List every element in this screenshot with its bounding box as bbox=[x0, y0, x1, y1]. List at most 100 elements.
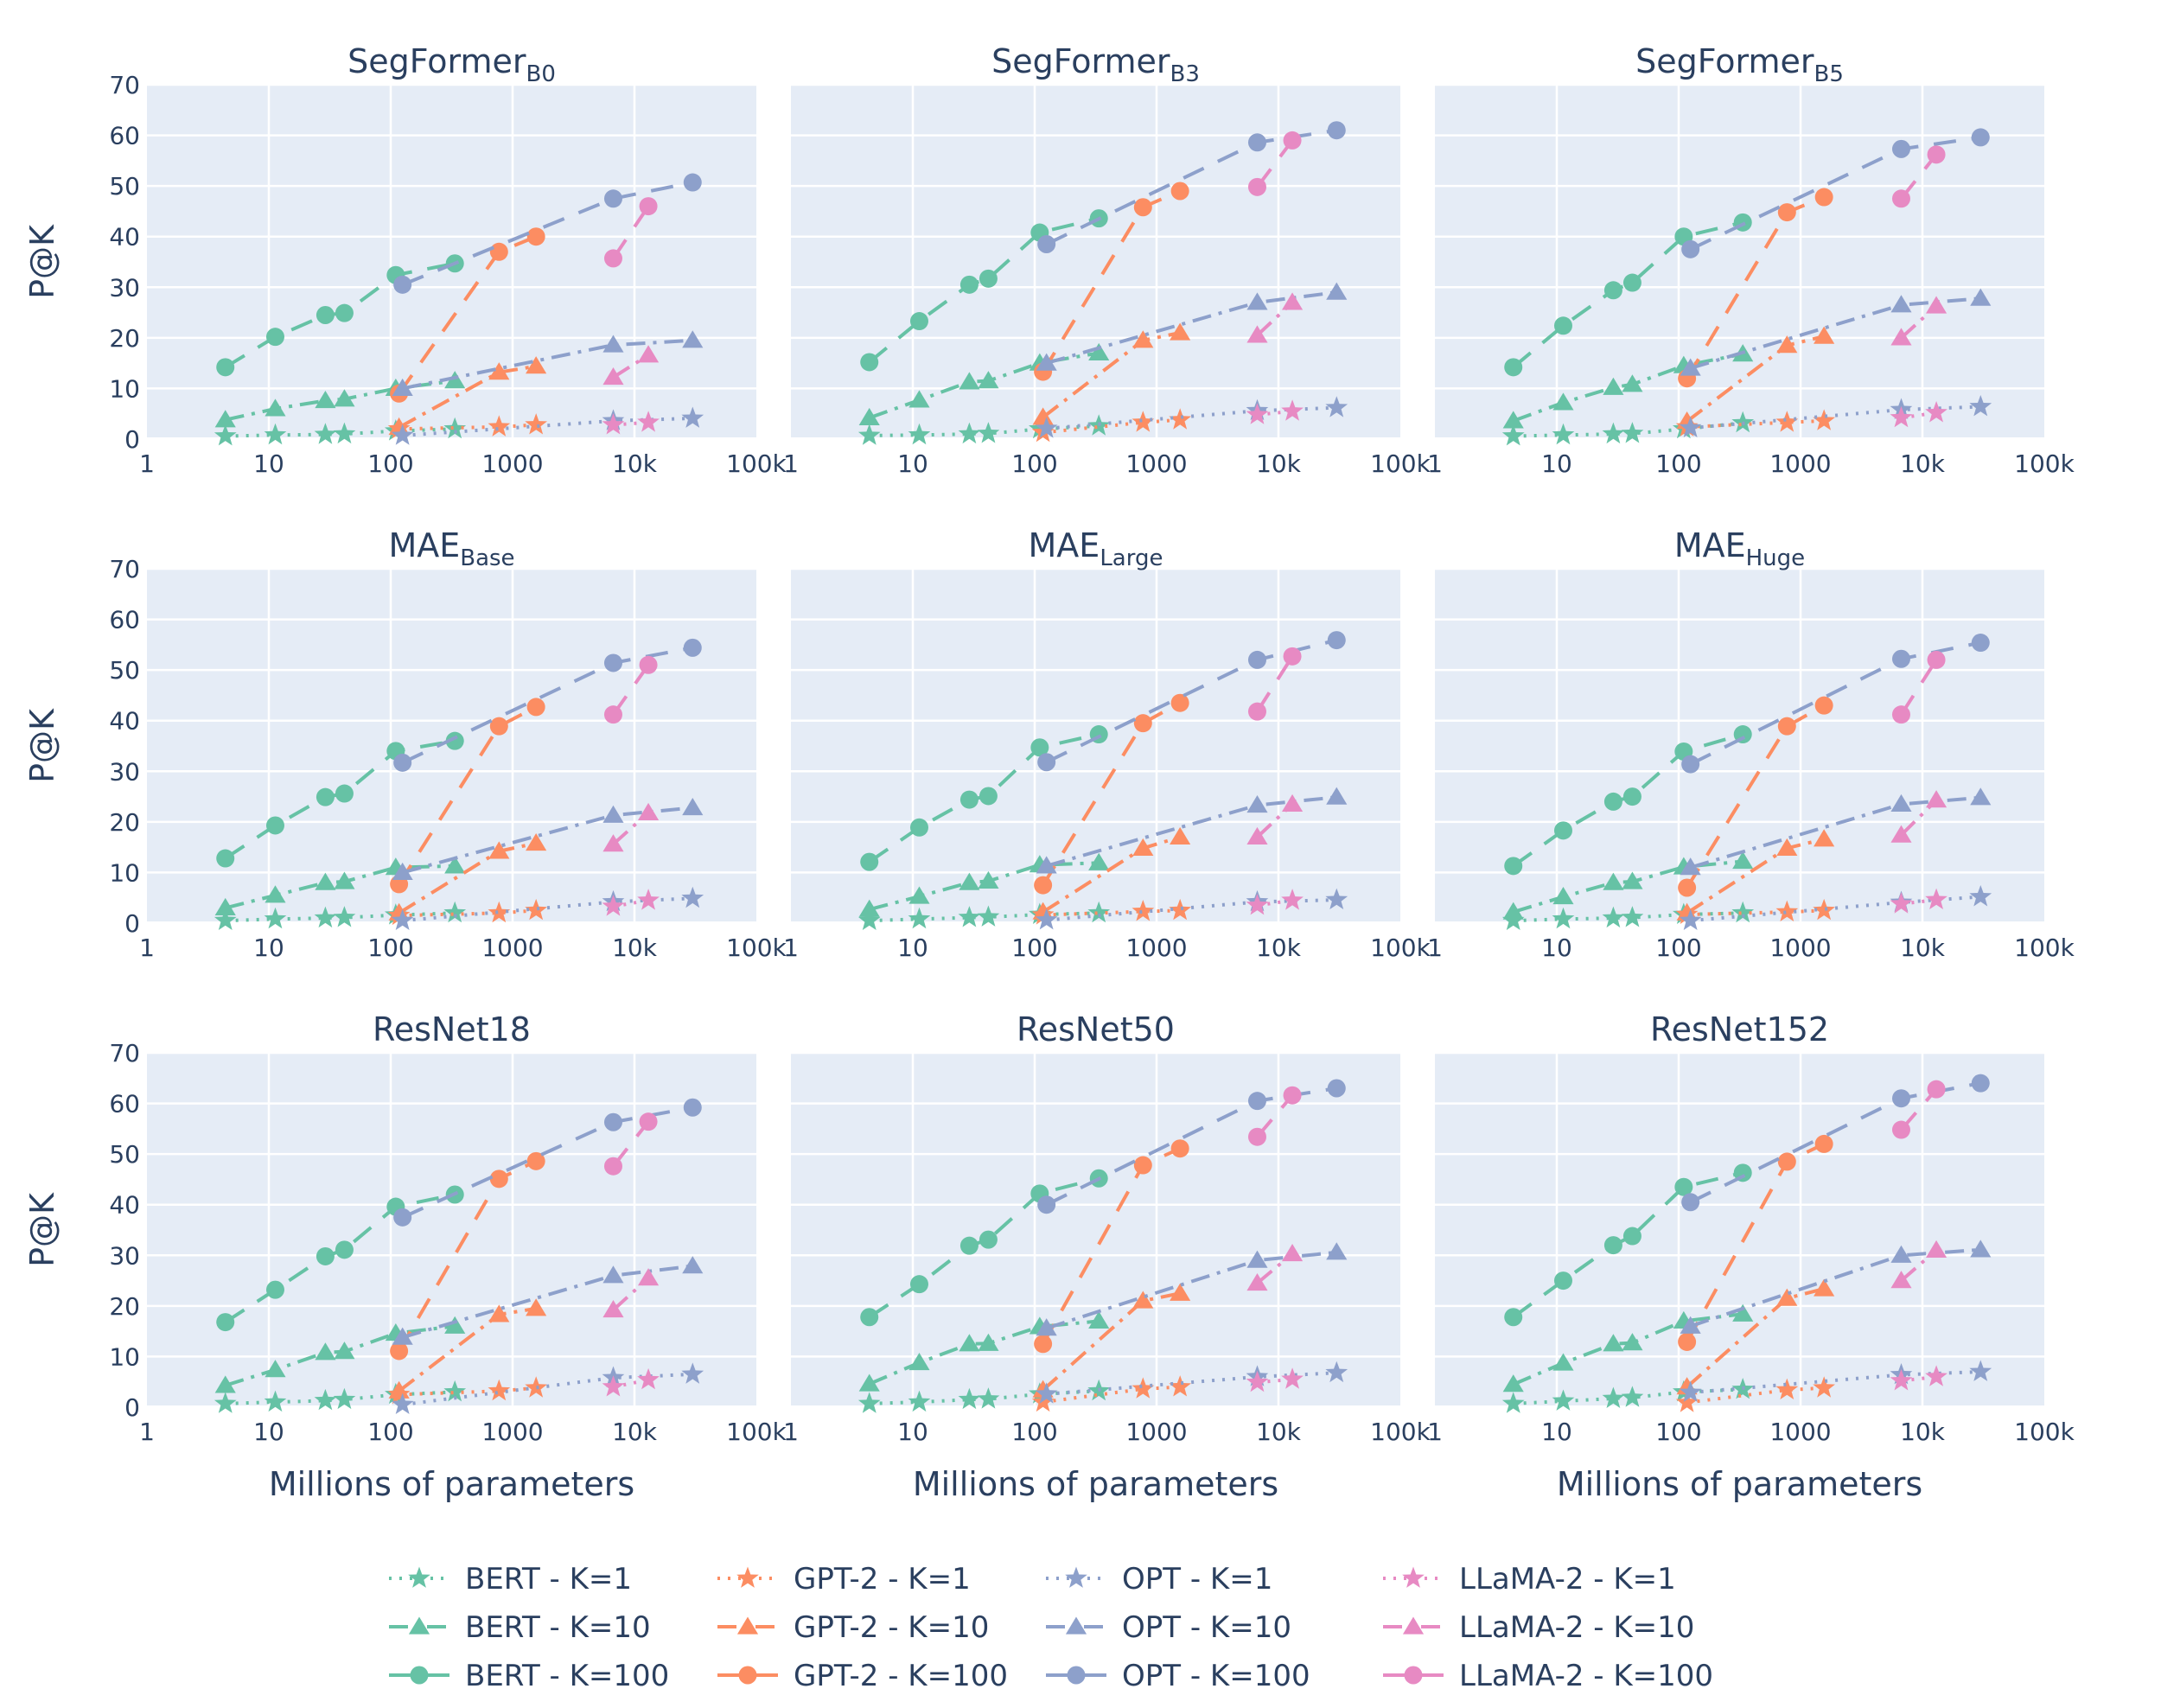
data-point-bert-k10 bbox=[1603, 377, 1624, 395]
legend-item-gpt-2-k10: GPT-2 - K=10 bbox=[717, 1610, 989, 1645]
data-point-bert-k1 bbox=[333, 906, 356, 927]
legend-marker bbox=[738, 1666, 757, 1685]
legend-marker bbox=[736, 1566, 759, 1588]
series-line-bert-k1 bbox=[1513, 1387, 1743, 1405]
y-tick-label: 60 bbox=[109, 606, 140, 634]
x-tick-label: 100 bbox=[367, 449, 413, 478]
plot-area bbox=[791, 85, 1400, 439]
y-tick-label: 70 bbox=[109, 71, 140, 99]
data-point-opt-k10 bbox=[682, 797, 704, 816]
data-point-llama-2-k10 bbox=[602, 367, 624, 386]
data-point-gpt-2-k1 bbox=[1813, 1376, 1835, 1398]
data-point-gpt-2-k10 bbox=[1814, 829, 1835, 847]
legend-label: GPT-2 - K=100 bbox=[794, 1659, 1008, 1693]
data-point-gpt-2-k10 bbox=[1776, 838, 1798, 856]
series-line-llama-2-k100 bbox=[611, 664, 650, 716]
legend-marker bbox=[408, 1566, 430, 1588]
data-point-llama-2-k1 bbox=[1890, 405, 1913, 428]
data-point-llama-2-k1 bbox=[602, 895, 625, 916]
data-point-bert-k100 bbox=[1553, 821, 1572, 840]
data-point-opt-k10 bbox=[1890, 793, 1912, 812]
series-line-gpt-2-k1 bbox=[398, 1386, 537, 1397]
data-point-gpt-2-k10 bbox=[1132, 838, 1154, 856]
data-point-opt-k1 bbox=[1969, 1360, 1992, 1381]
series-line-gpt-2-k10 bbox=[1042, 1291, 1181, 1392]
data-point-bert-k10 bbox=[214, 410, 236, 428]
data-point-opt-k100 bbox=[1327, 631, 1346, 650]
panel-title: SegFormerB0 bbox=[347, 42, 556, 87]
data-point-gpt-2-k1 bbox=[525, 898, 547, 921]
legend-label: BERT - K=1 bbox=[465, 1562, 632, 1596]
series-line-bert-k1 bbox=[225, 1390, 456, 1405]
data-point-llama-2-k1 bbox=[637, 889, 660, 910]
legend-marker bbox=[1404, 1666, 1423, 1685]
series-line-llama-2-k100 bbox=[611, 1120, 650, 1168]
data-point-bert-k10 bbox=[1552, 392, 1574, 411]
data-point-gpt-2-k1 bbox=[1775, 411, 1799, 432]
data-point-bert-k100 bbox=[979, 1230, 998, 1249]
data-point-llama-2-k1 bbox=[1281, 889, 1304, 910]
data-point-llama-2-k1 bbox=[602, 413, 625, 435]
data-point-opt-k1 bbox=[1035, 1382, 1058, 1404]
data-point-opt-k100 bbox=[1971, 128, 1990, 147]
x-tick-label: 10 bbox=[1541, 449, 1572, 478]
data-point-opt-k10 bbox=[1036, 856, 1057, 874]
series-line-llama-2-k100 bbox=[611, 205, 650, 260]
data-point-bert-k10 bbox=[1502, 902, 1524, 920]
y-tick-label: 10 bbox=[109, 1342, 140, 1371]
data-point-bert-k1 bbox=[1087, 901, 1111, 923]
data-point-bert-k100 bbox=[1603, 1236, 1622, 1255]
series-line-bert-k100 bbox=[868, 732, 1100, 864]
data-point-gpt-2-k10 bbox=[388, 1380, 410, 1399]
series-line-bert-k100 bbox=[868, 1176, 1100, 1319]
data-point-gpt-2-k1 bbox=[525, 1376, 547, 1398]
series-line-bert-k10 bbox=[869, 351, 1100, 420]
data-point-bert-k1 bbox=[857, 1392, 881, 1413]
series-line-bert-k10 bbox=[225, 379, 456, 422]
data-point-llama-2-k10 bbox=[1246, 325, 1268, 343]
data-point-bert-k10 bbox=[1502, 1374, 1524, 1393]
data-point-llama-2-k100 bbox=[1283, 1086, 1302, 1105]
y-axis-title: P@K bbox=[23, 1192, 61, 1267]
data-point-opt-k10 bbox=[1680, 857, 1701, 876]
y-tick-label: 20 bbox=[109, 808, 140, 837]
panel-title-subscript: B3 bbox=[1170, 61, 1199, 87]
x-tick-label: 1000 bbox=[1769, 1418, 1831, 1446]
data-point-opt-k10 bbox=[682, 330, 704, 348]
data-point-bert-k10 bbox=[959, 1334, 980, 1352]
series-line-bert-k100 bbox=[868, 216, 1100, 364]
data-point-gpt-2-k100 bbox=[1678, 1332, 1697, 1351]
y-tick-label: 70 bbox=[109, 1039, 140, 1068]
data-point-bert-k1 bbox=[1552, 907, 1575, 929]
data-point-gpt-2-k100 bbox=[1133, 1156, 1152, 1175]
data-point-gpt-2-k100 bbox=[1777, 203, 1796, 222]
x-tick-label: 10k bbox=[612, 1418, 658, 1446]
x-tick-label: 1000 bbox=[1125, 1418, 1187, 1446]
data-point-opt-k100 bbox=[603, 653, 622, 672]
data-point-bert-k10 bbox=[214, 897, 236, 916]
data-point-llama-2-k10 bbox=[637, 802, 660, 820]
series-line-opt-k100 bbox=[401, 181, 693, 287]
data-point-gpt-2-k1 bbox=[1775, 900, 1799, 921]
plot-area bbox=[1435, 85, 2044, 439]
data-point-bert-k100 bbox=[909, 1275, 928, 1294]
data-point-bert-k10 bbox=[444, 1316, 466, 1334]
series-line-bert-k1 bbox=[1513, 421, 1743, 438]
data-point-bert-k10 bbox=[1552, 887, 1574, 905]
x-tick-label: 100 bbox=[1011, 1418, 1057, 1446]
panel-title-main: ResNet50 bbox=[1017, 1010, 1175, 1048]
data-point-llama-2-k100 bbox=[639, 197, 658, 216]
data-point-opt-k10 bbox=[1326, 282, 1348, 300]
data-point-llama-2-k1 bbox=[637, 1367, 660, 1390]
data-point-opt-k10 bbox=[1890, 1245, 1912, 1263]
x-tick-label: 1 bbox=[139, 934, 155, 962]
data-point-opt-k100 bbox=[1247, 133, 1266, 152]
series-line-bert-k1 bbox=[869, 1389, 1100, 1405]
panel-title-main: SegFormer bbox=[347, 42, 526, 80]
y-tick-label: 40 bbox=[109, 223, 140, 252]
data-point-bert-k10 bbox=[978, 371, 999, 389]
data-point-bert-k100 bbox=[265, 816, 284, 835]
data-point-gpt-2-k100 bbox=[1678, 878, 1697, 897]
data-point-gpt-2-k10 bbox=[1132, 1291, 1154, 1309]
